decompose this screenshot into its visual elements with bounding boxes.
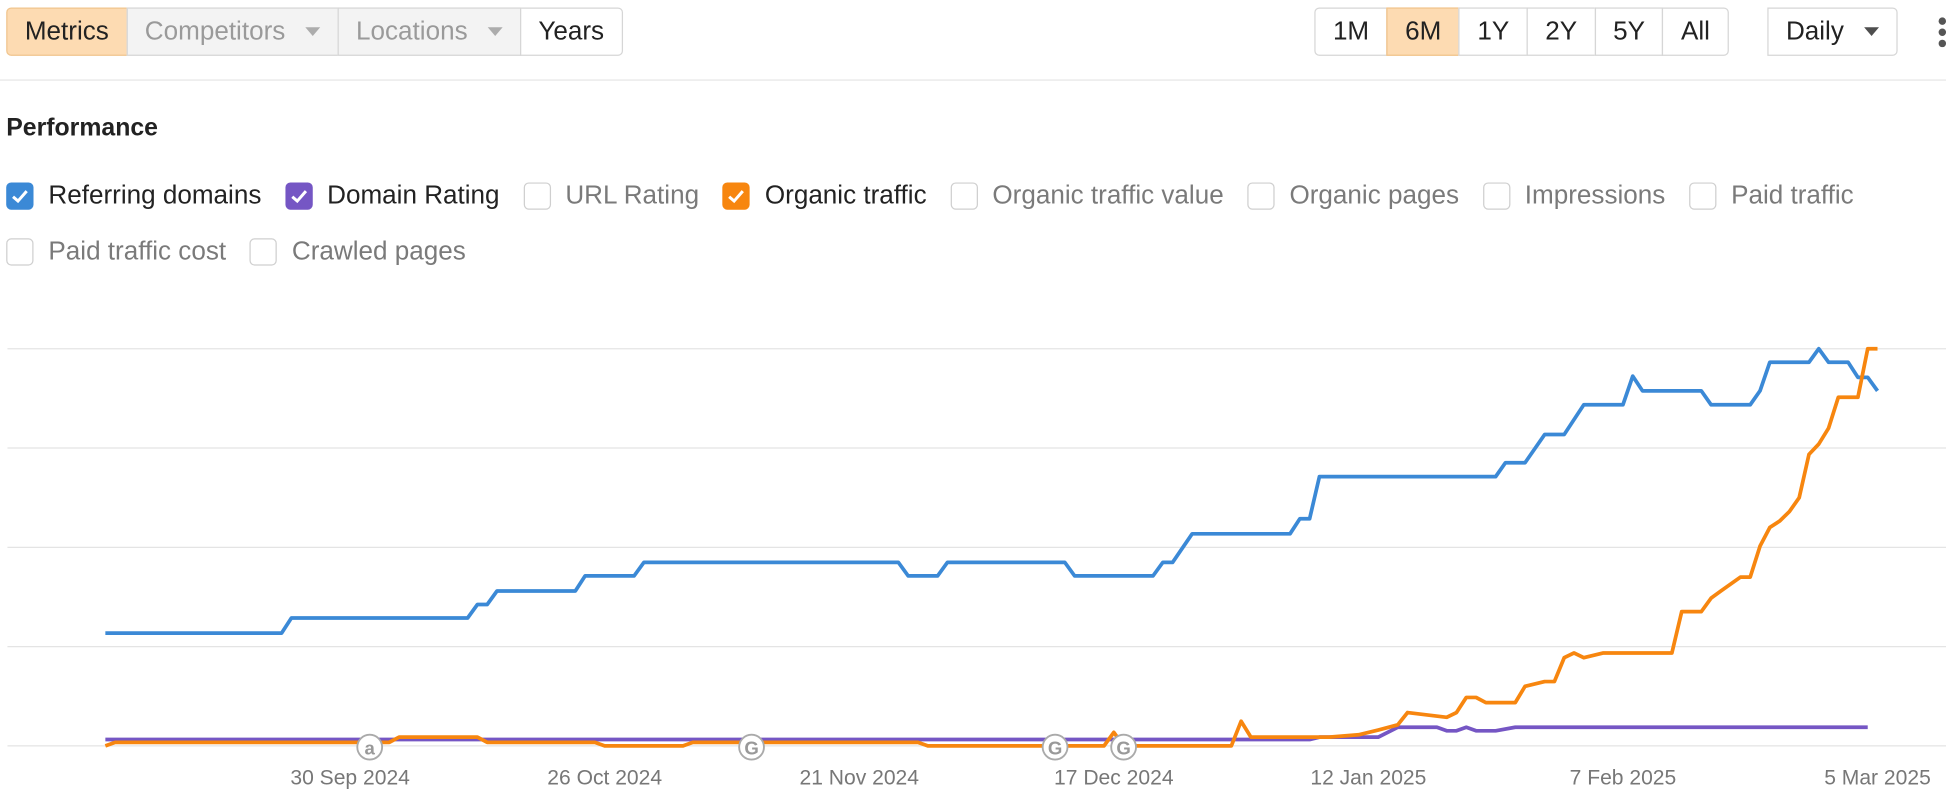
metric-label: Domain Rating xyxy=(327,181,500,210)
metric-checkbox[interactable]: Paid traffic cost xyxy=(6,230,226,275)
checkbox[interactable] xyxy=(6,182,34,210)
metric-checkbox[interactable]: Domain Rating xyxy=(284,174,500,219)
checkbox[interactable] xyxy=(6,238,34,266)
button-label: 1Y xyxy=(1477,16,1510,46)
x-tick-label: 12 Jan 2025 xyxy=(1310,766,1426,789)
metric-checkbox[interactable]: Referring domains xyxy=(6,174,261,219)
annotation-marker xyxy=(356,733,384,761)
toolbar-button[interactable]: 5Y xyxy=(1594,7,1664,56)
checkbox[interactable] xyxy=(722,182,750,210)
metric-label: Impressions xyxy=(1524,181,1666,210)
button-label: Daily xyxy=(1785,16,1844,46)
annotation-label: G xyxy=(1116,738,1130,759)
checkbox[interactable] xyxy=(1247,182,1275,210)
metric-label: Crawled pages xyxy=(291,237,466,266)
metric-checkbox[interactable]: Organic traffic value xyxy=(950,174,1224,219)
series-line xyxy=(104,346,1878,748)
x-tick-label: 26 Oct 2024 xyxy=(547,766,662,789)
annotation-marker xyxy=(1041,733,1069,761)
dropdown-caret xyxy=(305,27,321,36)
interval-group: Daily xyxy=(1767,7,1898,56)
metric-checkbox[interactable]: Organic traffic xyxy=(722,174,927,219)
metric-label: Organic traffic value xyxy=(992,181,1224,210)
dropdown-caret xyxy=(487,27,503,36)
toolbar-button[interactable]: Years xyxy=(519,7,623,56)
metric-label: Referring domains xyxy=(48,181,262,210)
check-icon xyxy=(290,190,307,204)
separator xyxy=(0,79,1946,81)
x-tick-label: 21 Nov 2024 xyxy=(799,766,919,789)
series-line xyxy=(105,725,1868,742)
button-label: Years xyxy=(538,16,605,46)
toolbar-button[interactable]: Daily xyxy=(1767,7,1898,56)
button-label: 1M xyxy=(1332,16,1370,46)
annotation-marker xyxy=(1110,733,1137,761)
checkbox[interactable] xyxy=(523,182,551,210)
annotation-label: G xyxy=(744,738,758,759)
button-label: Metrics xyxy=(24,16,109,46)
metric-list: Referring domains Domain Rating URL Rating… xyxy=(6,174,1917,275)
button-label: Competitors xyxy=(144,16,286,46)
x-tick-label: 7 Feb 2025 xyxy=(1570,766,1677,789)
metric-label: URL Rating xyxy=(565,181,700,210)
filter-group: Metrics Competitors Locations Years xyxy=(6,7,623,56)
metric-label: Paid traffic cost xyxy=(48,237,227,266)
section-title: Performance xyxy=(6,114,158,142)
x-tick-label: 17 Dec 2024 xyxy=(1054,766,1174,789)
checkbox[interactable] xyxy=(1482,182,1510,210)
toolbar-button[interactable]: Metrics xyxy=(6,7,128,56)
button-label: 5Y xyxy=(1613,16,1646,46)
metric-label: Paid traffic xyxy=(1731,181,1854,210)
toolbar-button[interactable]: Locations xyxy=(337,7,521,56)
annotation-marker xyxy=(738,733,765,761)
more-menu[interactable] xyxy=(1934,15,1946,50)
toolbar-button[interactable]: All xyxy=(1662,7,1729,56)
button-label: Locations xyxy=(356,16,468,46)
check-icon xyxy=(12,190,28,204)
toolbar-button[interactable]: 2Y xyxy=(1526,7,1596,56)
metric-checkbox[interactable]: Paid traffic xyxy=(1688,174,1854,219)
checkbox[interactable] xyxy=(249,238,277,266)
x-tick-label: 5 Mar 2025 xyxy=(1824,766,1931,789)
annotation-label: G xyxy=(1048,738,1062,759)
checkbox[interactable] xyxy=(950,182,978,210)
button-label: All xyxy=(1680,16,1710,46)
range-group: 1M 6M 1Y 2Y 5Y All xyxy=(1314,7,1729,56)
checkbox[interactable] xyxy=(284,182,313,210)
metric-checkbox[interactable]: Organic pages xyxy=(1247,174,1459,219)
series-line xyxy=(105,346,1880,635)
toolbar-button[interactable]: Competitors xyxy=(126,7,339,56)
x-tick-label: 30 Sep 2024 xyxy=(290,766,410,789)
toolbar-button[interactable]: 6M xyxy=(1386,7,1460,56)
check-icon xyxy=(728,190,745,204)
button-label: 6M xyxy=(1405,16,1442,46)
metric-label: Organic pages xyxy=(1289,181,1460,210)
checkbox[interactable] xyxy=(1688,182,1717,210)
metric-checkbox[interactable]: Impressions xyxy=(1482,174,1666,219)
button-label: 2Y xyxy=(1545,16,1578,46)
dropdown-caret xyxy=(1863,27,1879,36)
toolbar-button[interactable]: 1M xyxy=(1314,7,1388,56)
annotation-label: a xyxy=(365,738,376,759)
metric-label: Organic traffic xyxy=(764,181,927,210)
toolbar-button[interactable]: 1Y xyxy=(1458,7,1528,56)
metric-checkbox[interactable]: URL Rating xyxy=(523,174,699,219)
metric-checkbox[interactable]: Crawled pages xyxy=(249,230,466,275)
